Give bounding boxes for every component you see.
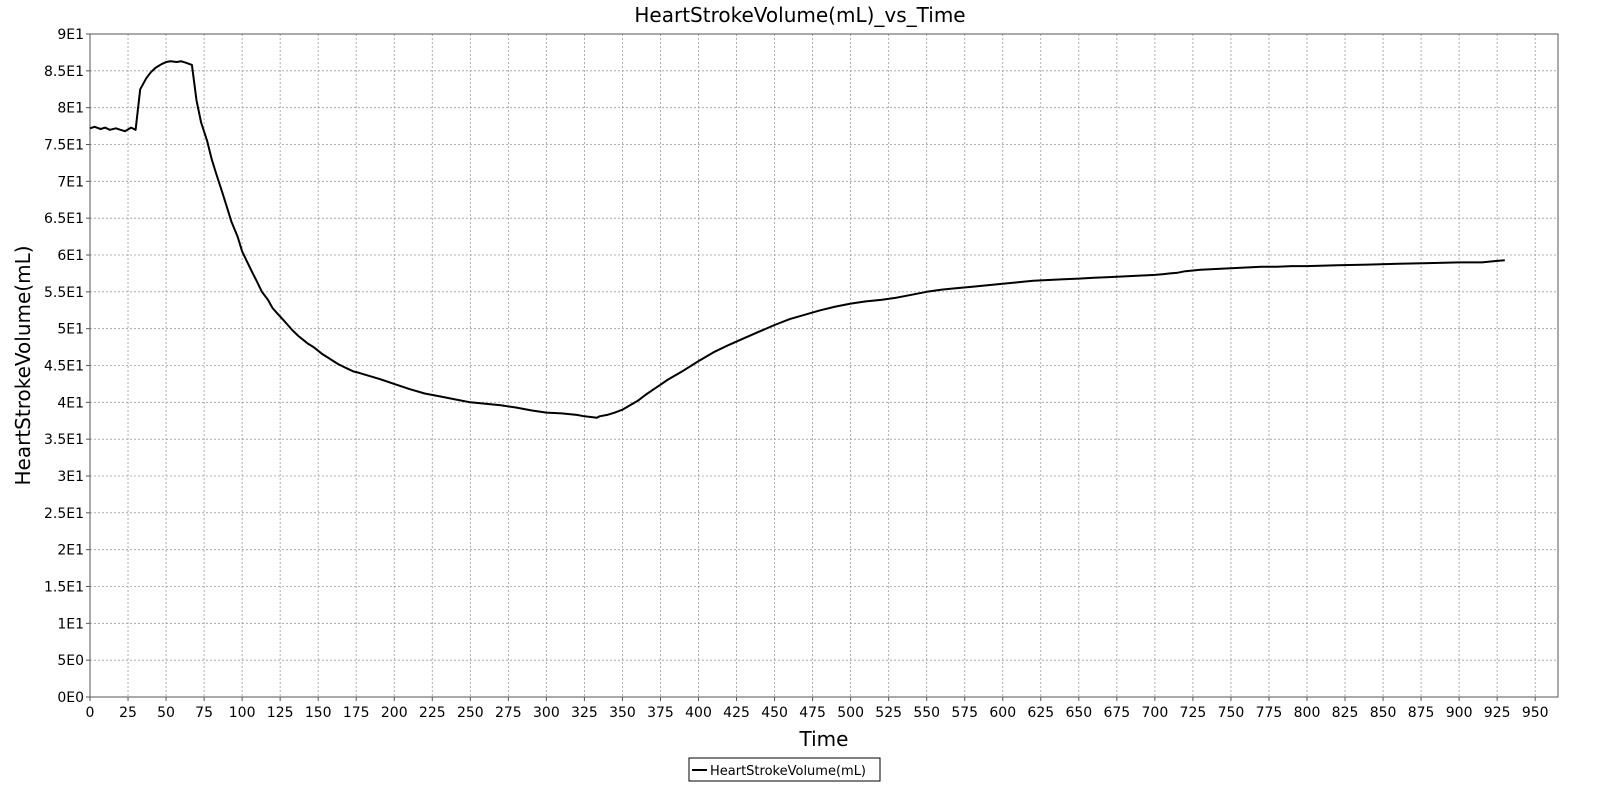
series-line-heart-stroke-volume [89,60,1505,419]
y-tick-label: 3.5E1 [44,432,84,448]
y-tick-label: 9E1 [57,27,84,43]
x-tick-label: 875 [1408,705,1435,721]
y-tick-label: 3E1 [57,469,84,485]
x-tick-label: 25 [119,705,137,721]
x-tick-label: 700 [1142,705,1169,721]
x-tick-label: 950 [1522,705,1549,721]
x-tick-label: 925 [1484,705,1511,721]
series-layer [89,60,1505,419]
x-tick-label: 175 [343,705,370,721]
y-tick-label: 1E1 [57,616,84,632]
x-tick-label: 50 [157,705,175,721]
legend-label-heart-stroke-volume: HeartStrokeVolume(mL) [710,764,866,779]
x-tick-label: 425 [723,705,750,721]
y-axis-ticks: 0E0 5E0 1E1 1.5E1 2E1 2.5E1 3E1 3.5E1 4E1 4.5E1 5E… [44,27,90,706]
x-tick-label: 450 [761,705,788,721]
y-tick-label: 8.5E1 [44,64,84,80]
x-tick-label: 0 [86,705,95,721]
x-tick-label: 900 [1446,705,1473,721]
x-tick-label: 825 [1332,705,1359,721]
legend-box [688,757,881,782]
y-tick-label: 5E1 [57,322,84,338]
y-tick-label: 2.5E1 [44,506,84,522]
x-tick-label: 575 [951,705,978,721]
x-axis-ticks: 0 25 50 75 100 125 150 175 200 225 250 275 300 325 350… [86,697,1549,721]
x-tick-label: 600 [989,705,1016,721]
x-tick-label: 325 [571,705,598,721]
x-tick-label: 375 [647,705,674,721]
y-axis-label: HeartStrokeVolume(mL) [11,245,35,485]
x-tick-label: 400 [685,705,712,721]
x-tick-label: 850 [1370,705,1397,721]
y-tick-label: 8E1 [57,101,84,117]
y-tick-label: 6E1 [57,248,84,264]
x-tick-label: 800 [1294,705,1321,721]
x-tick-label: 550 [913,705,940,721]
y-tick-label: 7.5E1 [44,138,84,154]
y-tick-label: 1.5E1 [44,580,84,596]
x-tick-label: 75 [195,705,213,721]
x-tick-label: 200 [381,705,408,721]
y-tick-label: 2E1 [57,543,84,559]
x-tick-label: 500 [837,705,864,721]
x-tick-label: 775 [1256,705,1283,721]
legend: HeartStrokeVolume(mL) [688,757,881,782]
x-tick-label: 525 [875,705,902,721]
x-tick-label: 250 [457,705,484,721]
x-tick-label: 750 [1218,705,1245,721]
y-tick-label: 6.5E1 [44,211,84,227]
chart-title: HeartStrokeVolume(mL)_vs_Time [634,3,965,27]
x-tick-label: 300 [533,705,560,721]
y-tick-label: 5E0 [57,653,84,669]
x-tick-label: 125 [267,705,294,721]
x-axis-label: Time [799,727,849,751]
x-tick-label: 475 [799,705,826,721]
y-tick-label: 0E0 [57,690,84,706]
y-tick-label: 7E1 [57,174,84,190]
x-tick-label: 150 [305,705,332,721]
x-tick-label: 725 [1180,705,1207,721]
x-tick-label: 675 [1103,705,1130,721]
x-tick-label: 650 [1065,705,1092,721]
y-tick-label: 4.5E1 [44,359,84,375]
x-tick-label: 350 [609,705,636,721]
x-tick-label: 225 [419,705,446,721]
y-tick-label: 5.5E1 [44,285,84,301]
x-tick-label: 275 [495,705,522,721]
x-tick-label: 625 [1027,705,1054,721]
x-tick-label: 100 [229,705,256,721]
y-tick-label: 4E1 [57,395,84,411]
